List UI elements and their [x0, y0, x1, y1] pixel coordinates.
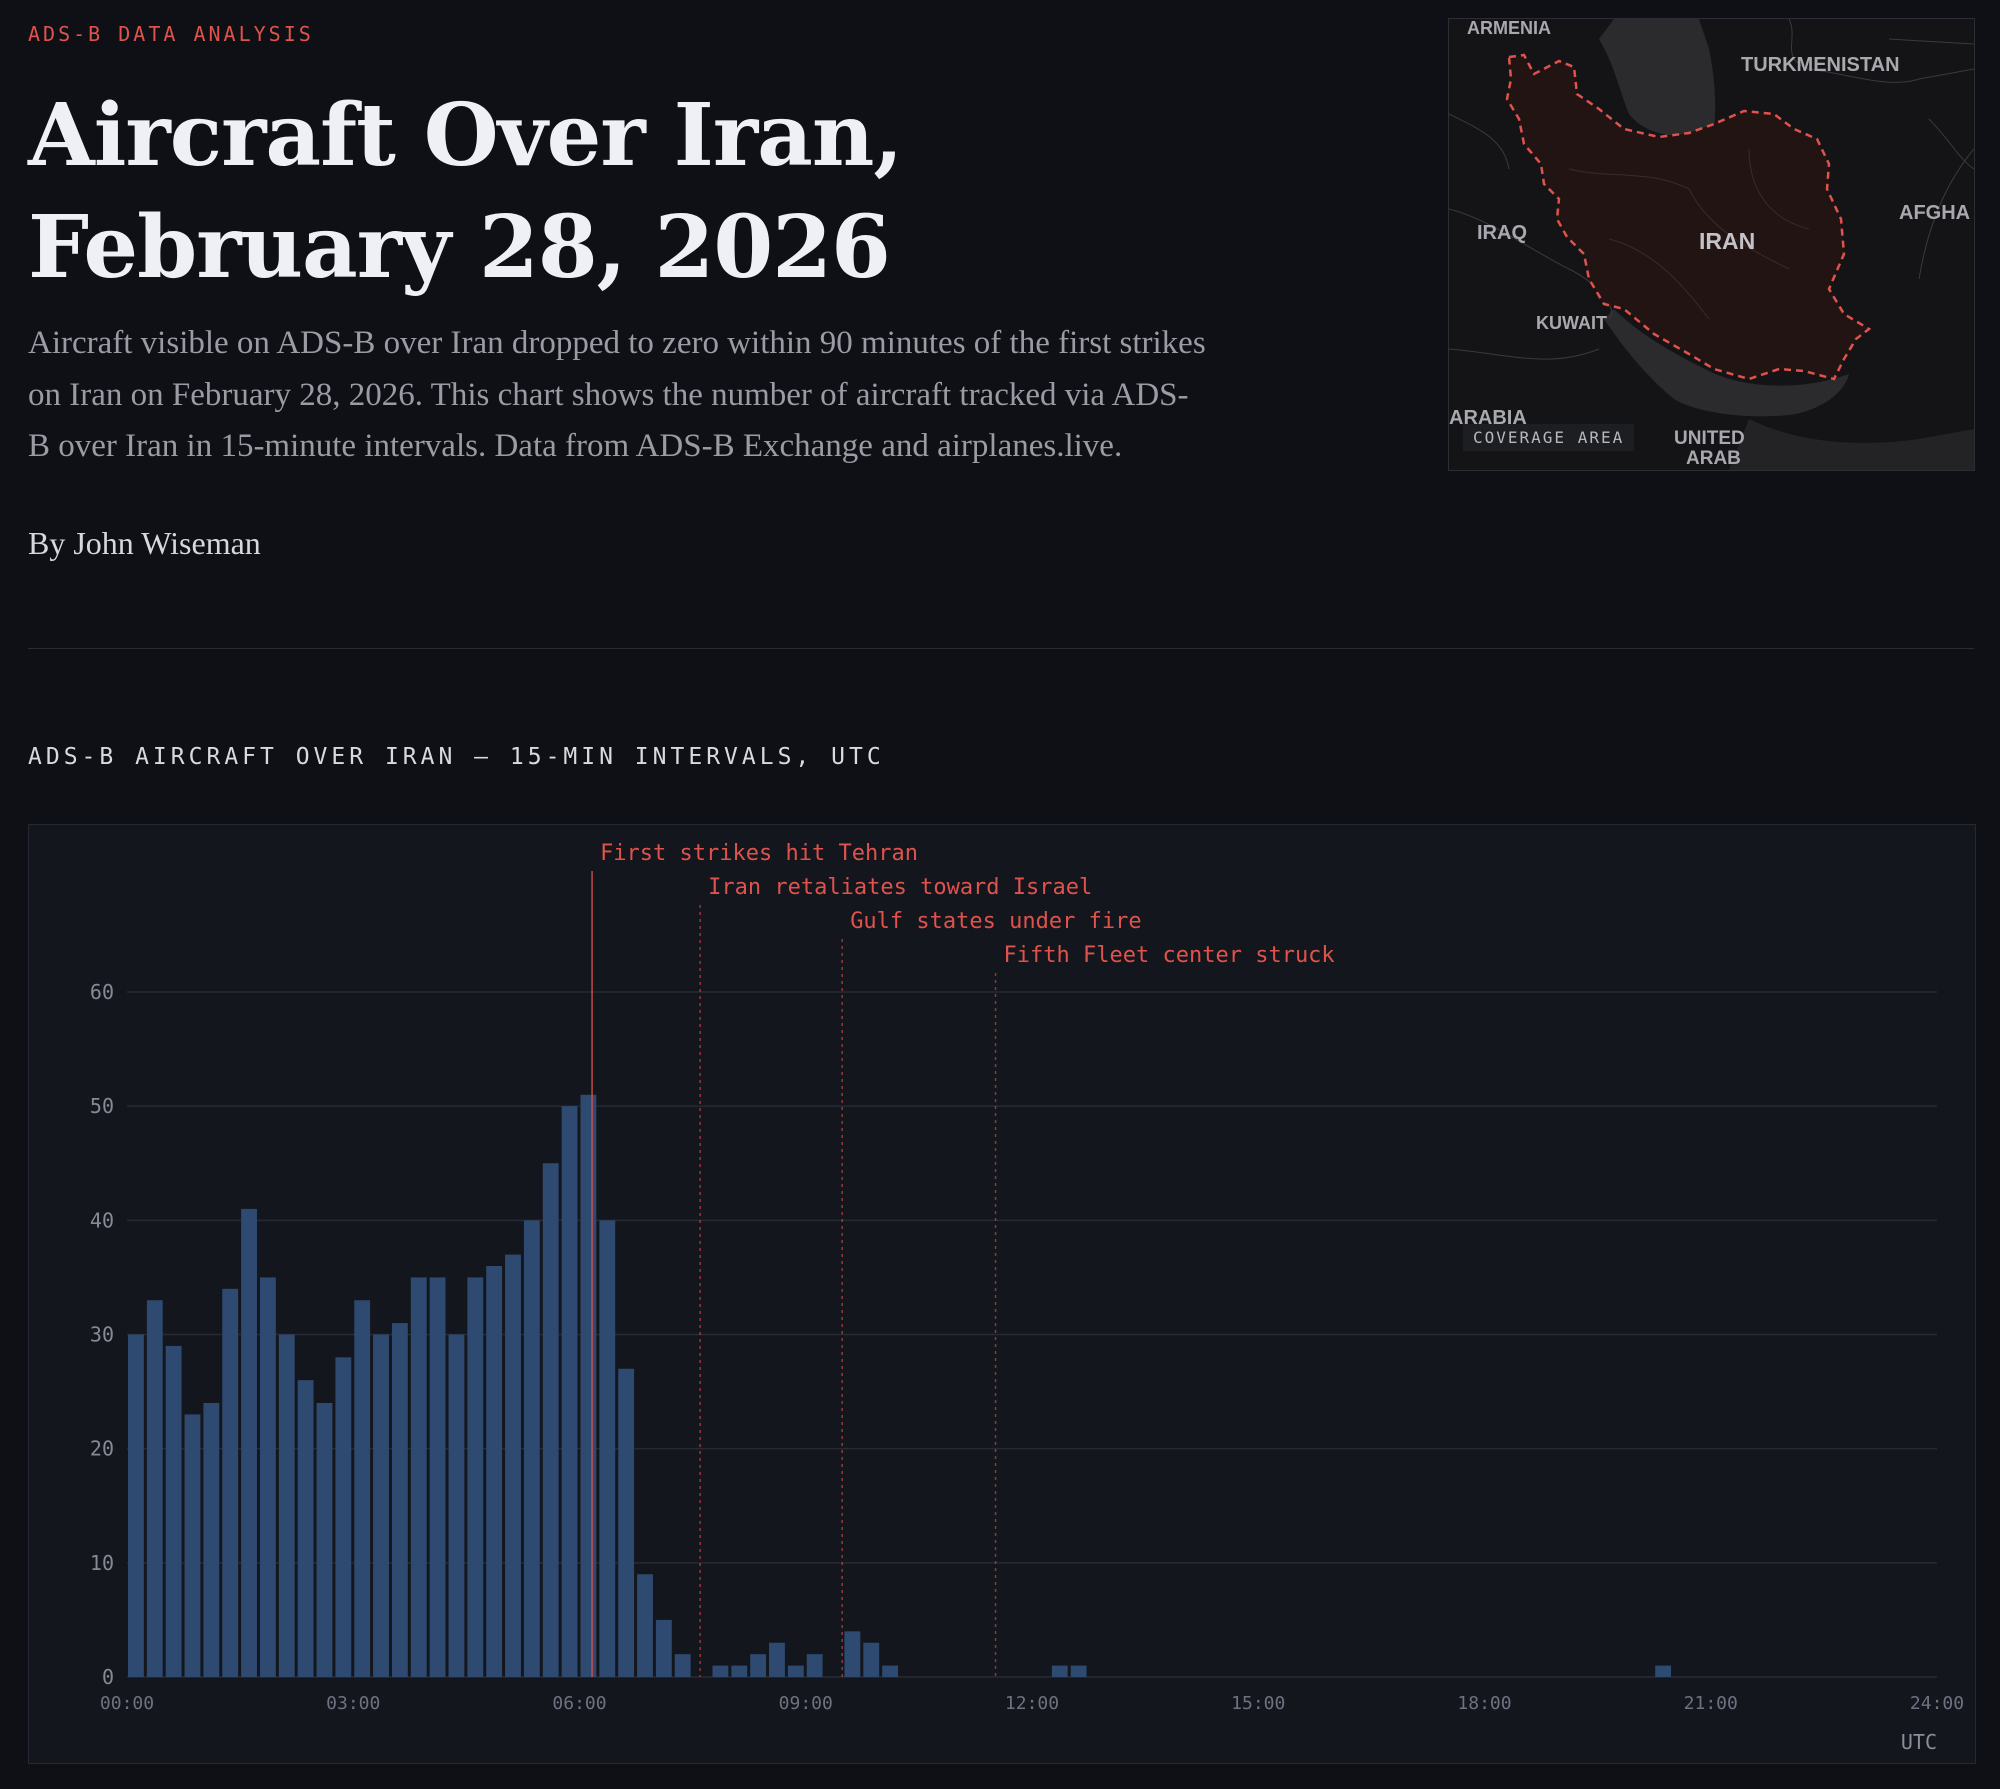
y-tick-label: 60 [90, 980, 114, 1004]
bar [165, 1345, 182, 1677]
map-label-kuwait: KUWAIT [1536, 313, 1607, 333]
chart-title: ADS-B AIRCRAFT OVER IRAN — 15-MIN INTERV… [28, 744, 885, 770]
bar [354, 1300, 371, 1677]
x-tick-label: 18:00 [1457, 1693, 1511, 1714]
bar [580, 1094, 597, 1677]
bar [259, 1277, 276, 1677]
bar [542, 1163, 559, 1677]
x-tick-label: 09:00 [779, 1693, 833, 1714]
bar [391, 1323, 408, 1677]
bar [561, 1106, 578, 1677]
bar [335, 1357, 352, 1677]
bar [297, 1380, 314, 1677]
map-label-turkmenistan: TURKMENISTAN [1741, 54, 1900, 76]
map-label-united: UNITED [1674, 428, 1745, 449]
bar [316, 1403, 333, 1677]
coverage-map: ARMENIA TURKMENISTAN IRAQ IRAN AFGHA KUW… [1448, 18, 1975, 471]
bar [655, 1619, 672, 1677]
map-label-arab: ARAB [1686, 448, 1741, 469]
annotation-label: Iran retaliates toward Israel [708, 875, 1092, 900]
description: Aircraft visible on ADS-B over Iran drop… [28, 325, 1206, 464]
y-tick-label: 0 [102, 1665, 114, 1689]
x-tick-label: 03:00 [326, 1693, 380, 1714]
bar [769, 1642, 785, 1677]
bar [505, 1254, 521, 1677]
bar [241, 1208, 257, 1677]
bar [486, 1266, 503, 1677]
map-label-afghanistan: AFGHA [1899, 202, 1970, 224]
y-tick-label: 40 [90, 1208, 114, 1232]
x-tick-label: 21:00 [1684, 1693, 1738, 1714]
y-tick-label: 20 [90, 1437, 114, 1461]
bar [863, 1642, 880, 1677]
bar [146, 1300, 163, 1677]
bar [731, 1665, 748, 1677]
bar [750, 1654, 767, 1677]
x-axis-label: UTC [1901, 1730, 1937, 1754]
y-tick-label: 10 [90, 1551, 114, 1575]
bar-chart: 0 10 20 30 40 50 60 First strikes hit Tehran Ira… [90, 841, 1964, 1754]
bar [882, 1665, 899, 1677]
annotation-label: Gulf states under fire [850, 909, 1141, 934]
bar [844, 1631, 861, 1677]
divider [28, 648, 1974, 649]
annotation-label: Fifth Fleet center struck [1004, 943, 1335, 968]
bar [222, 1288, 239, 1677]
x-tick-label: 06:00 [552, 1693, 606, 1714]
coverage-area-label: COVERAGE AREA [1463, 424, 1635, 451]
bar [637, 1574, 653, 1677]
bar [410, 1277, 427, 1677]
bar [184, 1414, 201, 1677]
bar [599, 1220, 616, 1677]
bar [1070, 1665, 1087, 1677]
bar [674, 1654, 691, 1677]
bar [373, 1334, 389, 1677]
bar [278, 1334, 295, 1677]
bar [1051, 1665, 1068, 1677]
bar [1655, 1665, 1672, 1677]
bar [128, 1334, 144, 1677]
bar [618, 1368, 635, 1677]
bar [806, 1654, 823, 1677]
bar [448, 1334, 465, 1677]
map-label-iran: IRAN [1699, 228, 1755, 254]
y-tick-label: 50 [90, 1094, 114, 1118]
x-tick-label: 12:00 [1005, 1693, 1059, 1714]
chart-panel: 0 10 20 30 40 50 60 First strikes hit Tehran Ira… [28, 824, 1976, 1764]
map-label-arabia: ARABIA [1449, 407, 1527, 429]
bar [712, 1665, 729, 1677]
bar [203, 1403, 220, 1677]
bar [787, 1665, 804, 1677]
x-tick-label: 15:00 [1231, 1693, 1285, 1714]
y-tick-label: 30 [90, 1323, 114, 1347]
page-title: Aircraft Over Iran, February 28, 2026 [28, 85, 903, 298]
annotation-label: First strikes hit Tehran [600, 841, 918, 866]
byline: By John Wiseman [28, 525, 261, 561]
x-tick-label: 24:00 [1910, 1693, 1964, 1714]
x-tick-label: 00:00 [100, 1693, 154, 1714]
map-label-iraq: IRAQ [1477, 222, 1527, 244]
bar [429, 1277, 446, 1677]
kicker: ADS-B DATA ANALYSIS [28, 22, 314, 46]
bar [523, 1220, 540, 1677]
map-label-armenia: ARMENIA [1467, 19, 1551, 38]
map-graphic: ARMENIA TURKMENISTAN IRAQ IRAN AFGHA KUW… [1449, 19, 1974, 470]
bar [467, 1277, 484, 1677]
